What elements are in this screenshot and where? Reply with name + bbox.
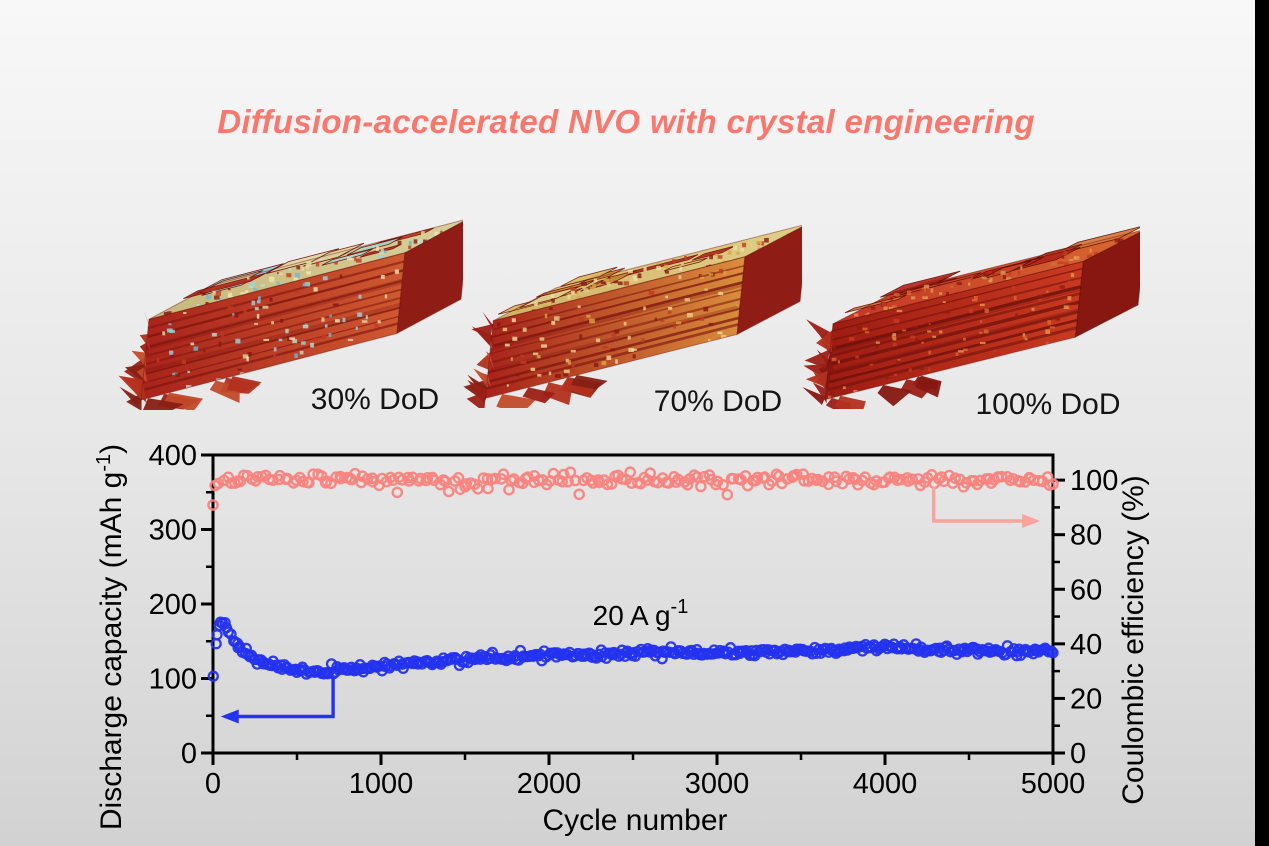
svg-text:80: 80 xyxy=(1070,520,1102,552)
crystal-label-100-dod: 100% DoD xyxy=(975,388,1121,421)
crystal-label-70-dod: 70% DoD xyxy=(653,385,783,418)
figure-title: Diffusion-accelerated NVO with crystal e… xyxy=(217,103,1035,140)
x-axis-title: Cycle number xyxy=(542,804,727,837)
svg-text:Discharge capacity (mAh g-1): Discharge capacity (mAh g-1) xyxy=(93,444,128,830)
crystal-front-face xyxy=(825,261,1084,400)
series-coulombic-efficiency xyxy=(207,466,1059,511)
left-axis-title: Discharge capacity (mAh g-1) xyxy=(93,444,128,830)
crystal-end-face xyxy=(397,221,463,334)
svg-text:2000: 2000 xyxy=(517,768,582,800)
crystal-label-30-dod: 30% DoD xyxy=(310,383,440,416)
crystal-render-70-dod xyxy=(463,224,802,408)
svg-text:0: 0 xyxy=(181,738,197,770)
axis-pointer-arrows xyxy=(220,486,1041,724)
svg-text:5000: 5000 xyxy=(1021,768,1086,800)
series-discharge-capacity xyxy=(207,616,1059,682)
efficiency-axis-pointer xyxy=(932,486,1037,523)
svg-text:4000: 4000 xyxy=(853,768,918,800)
crystal-end-face xyxy=(1075,232,1140,338)
right-axis-title: Coulombic efficiency (%) xyxy=(1117,475,1150,805)
crystal-render-30-dod xyxy=(118,219,463,410)
svg-text:100: 100 xyxy=(149,664,197,696)
svg-text:0: 0 xyxy=(205,768,221,800)
right-edge-black-bar xyxy=(1255,0,1269,846)
svg-text:0: 0 xyxy=(1070,738,1086,770)
svg-text:400: 400 xyxy=(149,440,197,472)
crystal-end-face xyxy=(737,226,802,335)
svg-text:1000: 1000 xyxy=(349,768,414,800)
svg-text:200: 200 xyxy=(149,589,197,621)
svg-text:40: 40 xyxy=(1070,629,1102,661)
svg-text:300: 300 xyxy=(149,515,197,547)
svg-text:20 A g-1: 20 A g-1 xyxy=(593,596,689,631)
rate-annotation: 20 A g-1 xyxy=(593,596,689,631)
crystal-front-face xyxy=(485,256,745,399)
crystal-front-face xyxy=(141,252,405,400)
svg-text:100: 100 xyxy=(1070,465,1118,497)
crystal-render-100-dod xyxy=(802,226,1140,409)
chart-axes: 0 1000 2000 3000 4000 50000100200300400020406… xyxy=(149,440,1119,800)
svg-text:Coulombic efficiency (%): Coulombic efficiency (%) xyxy=(1117,475,1150,805)
svg-text:20: 20 xyxy=(1070,683,1102,715)
svg-text:60: 60 xyxy=(1070,574,1102,606)
svg-text:3000: 3000 xyxy=(685,768,750,800)
svg-text:Cycle number: Cycle number xyxy=(542,804,727,837)
capacity-axis-pointer xyxy=(224,677,335,719)
